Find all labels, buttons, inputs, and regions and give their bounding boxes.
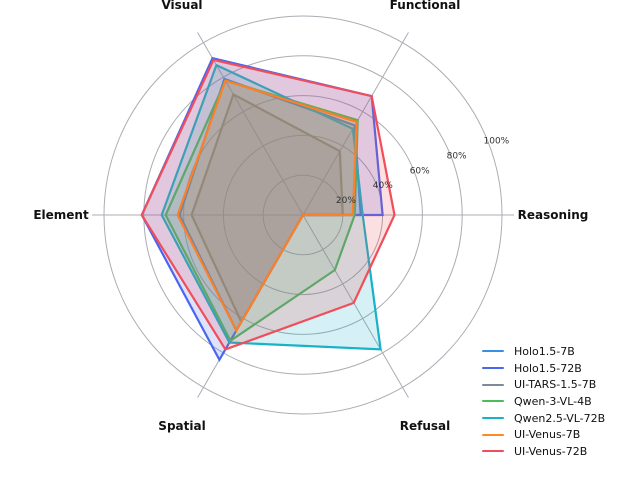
radial-tick-label: 40% bbox=[373, 181, 393, 191]
legend-swatch bbox=[482, 383, 504, 386]
legend-item: UI-Venus-72B bbox=[482, 443, 605, 460]
axis-labels: Reasoning Functional Visual Element Spatial R… bbox=[33, 0, 588, 433]
legend-swatch bbox=[482, 433, 504, 436]
axis-label-refusal: Refusal bbox=[400, 419, 451, 433]
radial-tick-label: 80% bbox=[447, 151, 467, 161]
legend: Holo1.5-7B Holo1.5-72B UI-TARS-1.5-7B Qw… bbox=[482, 343, 605, 460]
axis-label-functional: Functional bbox=[390, 0, 461, 12]
series-ui-venus-72b bbox=[140, 58, 396, 351]
legend-label: UI-Venus-72B bbox=[514, 444, 588, 458]
legend-label: Holo1.5-72B bbox=[514, 361, 582, 375]
series-ui-venus-7b bbox=[176, 79, 358, 333]
series-qwen2-5-vl-72b bbox=[160, 63, 382, 351]
axis-label-reasoning: Reasoning bbox=[518, 208, 589, 222]
legend-item: UI-TARS-1.5-7B bbox=[482, 376, 605, 393]
legend-label: Qwen2.5-VL-72B bbox=[514, 411, 606, 425]
radial-tick-label: 60% bbox=[410, 166, 430, 176]
series-qwen-3-vl-4b bbox=[164, 79, 359, 343]
legend-swatch bbox=[482, 400, 504, 403]
legend-label: UI-Venus-7B bbox=[514, 428, 581, 442]
axis-label-spatial: Spatial bbox=[158, 419, 205, 433]
axis-spoke bbox=[302, 214, 409, 398]
legend-label: Holo1.5-7B bbox=[514, 344, 575, 358]
legend-item: Qwen-3-VL-4B bbox=[482, 393, 605, 410]
legend-swatch bbox=[482, 450, 504, 453]
axis-label-visual: Visual bbox=[161, 0, 202, 12]
axis-spoke bbox=[197, 32, 304, 216]
legend-item: Holo1.5-7B bbox=[482, 343, 605, 360]
legend-item: UI-Venus-7B bbox=[482, 426, 605, 443]
legend-swatch bbox=[482, 417, 504, 420]
legend-label: Qwen-3-VL-4B bbox=[514, 394, 592, 408]
radial-tick-labels: 20% 40% 60% 80% 100% bbox=[336, 136, 510, 206]
legend-label: UI-TARS-1.5-7B bbox=[514, 378, 597, 392]
legend-item: Holo1.5-72B bbox=[482, 360, 605, 377]
axis-label-element: Element bbox=[33, 208, 89, 222]
legend-item: Qwen2.5-VL-72B bbox=[482, 410, 605, 427]
radar-series bbox=[140, 56, 396, 363]
legend-swatch bbox=[482, 350, 504, 353]
legend-swatch bbox=[482, 367, 504, 370]
radial-tick-label: 100% bbox=[484, 136, 510, 146]
radial-tick-label: 20% bbox=[336, 196, 356, 206]
